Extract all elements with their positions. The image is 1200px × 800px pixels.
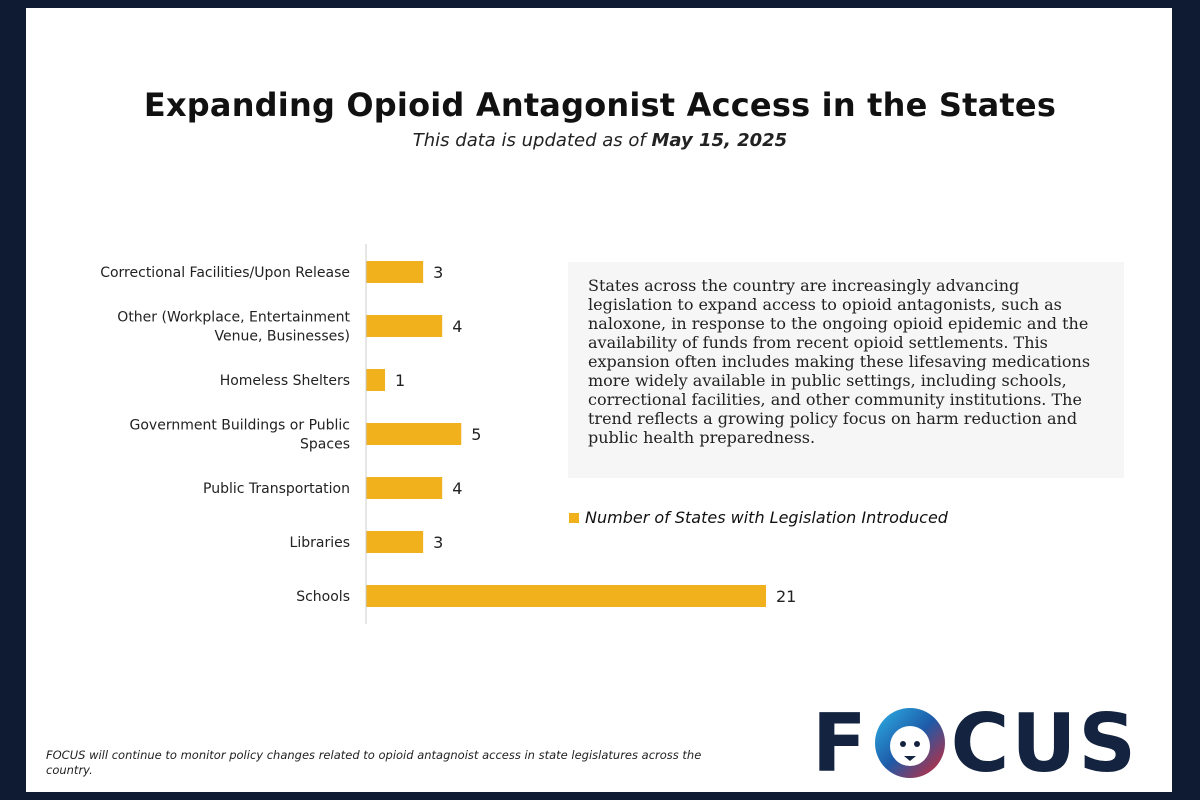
lion-head-icon <box>874 708 945 778</box>
focus-logo: F CUS <box>812 697 1138 790</box>
category-label: Spaces <box>300 437 350 453</box>
bar <box>366 477 443 499</box>
description-box: States across the country are increasing… <box>568 262 1124 478</box>
category-label: Public Transportation <box>203 481 350 497</box>
category-label: Government Buildings or Public <box>130 418 351 434</box>
bar-value-label: 4 <box>452 479 462 498</box>
bar <box>366 423 462 445</box>
bar-value-label: 4 <box>452 317 462 336</box>
chart-legend: Number of States with Legislation Introd… <box>569 508 948 527</box>
bar-value-label: 21 <box>776 587 796 606</box>
category-label: Other (Workplace, Entertainment <box>117 310 350 326</box>
bar-value-label: 1 <box>395 371 405 390</box>
category-label: Libraries <box>290 535 350 551</box>
logo-text-right: CUS <box>950 696 1138 790</box>
bar <box>366 585 766 607</box>
bar <box>366 531 424 553</box>
page-subtitle: This data is updated as of May 15, 2025 <box>0 130 1200 151</box>
logo-text-left: F <box>812 696 869 790</box>
bar-value-label: 3 <box>433 533 443 552</box>
category-label: Venue, Businesses) <box>215 329 350 345</box>
bar <box>366 369 386 391</box>
bar <box>366 315 443 337</box>
footnote: FOCUS will continue to monitor policy ch… <box>46 748 702 777</box>
legend-swatch <box>569 512 579 523</box>
page-title: Expanding Opioid Antagonist Access in th… <box>143 86 1057 124</box>
legend-label: Number of States with Legislation Introd… <box>585 508 948 527</box>
bar-value-label: 3 <box>433 263 443 282</box>
category-label: Correctional Facilities/Upon Release <box>100 265 350 281</box>
bar <box>366 261 424 283</box>
bar-value-label: 5 <box>471 425 481 444</box>
subtitle-date: May 15, 2025 <box>651 130 788 151</box>
subtitle-prefix: This data is updated as of <box>412 130 646 151</box>
category-label: Homeless Shelters <box>220 373 350 389</box>
category-label: Schools <box>296 589 350 605</box>
